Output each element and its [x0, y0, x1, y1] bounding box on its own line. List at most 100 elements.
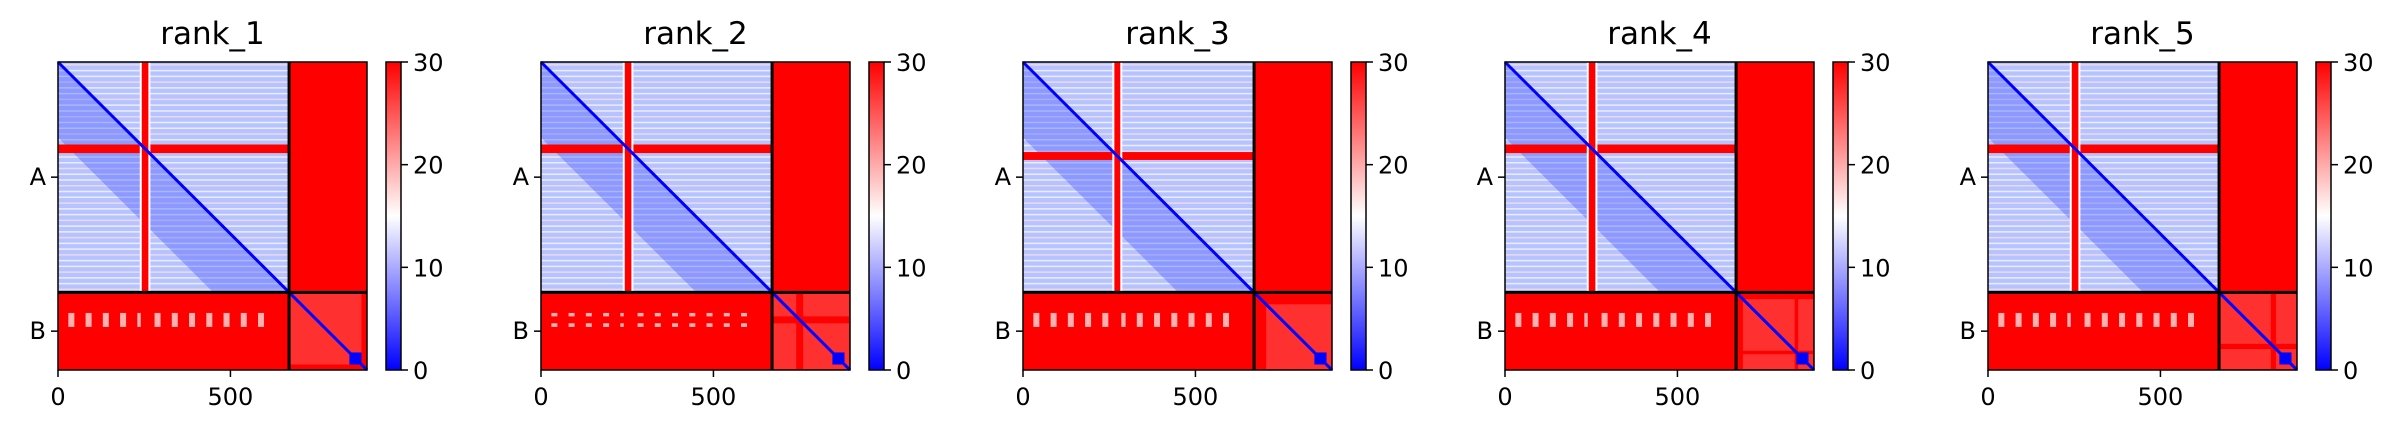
diagonal [1021, 60, 1334, 372]
colorbar-tick-label: 10 [1860, 254, 1891, 282]
block-A-B [772, 62, 850, 293]
colorbar-tick-label: 0 [413, 357, 428, 385]
gap-stripe-horizontal [58, 144, 367, 154]
x-tick-label: 0 [533, 383, 548, 411]
colorbar-tick-label: 10 [2343, 254, 2374, 282]
panel-rank_4: rank_4 0 500 A B 0 10 20 30 [1477, 16, 1891, 411]
block-A-B [1736, 62, 1814, 293]
diagonal-block [349, 352, 362, 365]
colorbar-tick-label: 0 [2343, 357, 2358, 385]
axes-frame [1504, 61, 1815, 371]
x-tick-label: 500 [2138, 383, 2184, 411]
streak [1119, 312, 1126, 327]
colorbar-tick-label: 30 [1860, 49, 1891, 77]
streak [1067, 312, 1074, 327]
colorbar-tick-label: 20 [2343, 152, 2374, 180]
streak [223, 312, 230, 327]
gap-stripe-horizontal [541, 144, 850, 154]
axes-frame [57, 61, 368, 371]
streak [2084, 312, 2091, 327]
streak [2188, 312, 2195, 327]
x-tick-label: 0 [1980, 383, 1995, 411]
colorbar-tick-label: 10 [896, 254, 927, 282]
panel-rank_2: rank_2 0 500 A B 0 10 20 30 [513, 16, 927, 411]
x-tick-label: 500 [1655, 383, 1701, 411]
gap-stripe-vertical [623, 62, 633, 370]
streak [1171, 312, 1178, 327]
streak [2032, 312, 2039, 327]
gap-stripe-vertical [1587, 62, 1597, 370]
panel-title: rank_3 [1125, 16, 1230, 52]
y-tick-label: B [1960, 317, 1976, 345]
axes-frame [540, 61, 851, 371]
y-tick-label: A [30, 163, 47, 191]
diagonal-block [1314, 352, 1327, 365]
block-A-B [289, 62, 367, 293]
y-tick-label: B [995, 317, 1011, 345]
streak [2015, 312, 2022, 327]
gap-stripe-horizontal [1505, 144, 1814, 154]
streak [85, 312, 92, 327]
block-B-A [58, 292, 290, 370]
y-tick-label: B [513, 317, 529, 345]
colorbar-tick-label: 0 [1860, 357, 1875, 385]
streak [137, 312, 144, 327]
streak [120, 312, 127, 327]
streak [206, 312, 213, 327]
streak [1601, 312, 1608, 327]
y-tick-label: A [1960, 163, 1977, 191]
diagonal [56, 60, 369, 372]
streak [68, 312, 75, 327]
colorbar-tick-label: 20 [1378, 152, 1409, 180]
panel-title: rank_4 [1607, 16, 1712, 52]
y-tick-label: A [1477, 163, 1494, 191]
diagonal [539, 60, 852, 372]
diagonal-block [2279, 352, 2292, 365]
panel-title: rank_1 [160, 16, 265, 52]
x-tick-label: 500 [208, 383, 254, 411]
streak [154, 312, 161, 327]
streak [1154, 312, 1161, 327]
streak [1102, 312, 1109, 327]
streak [2170, 312, 2177, 327]
colorbar-tick-label: 20 [413, 152, 444, 180]
block-B-A [1988, 292, 2220, 370]
block-B-A [1023, 292, 1255, 370]
colorbar [1350, 61, 1367, 371]
diagonal [1503, 60, 1816, 372]
streak [1618, 312, 1625, 327]
gap-stripe-horizontal [1988, 144, 2297, 154]
gap-stripe-vertical [1254, 62, 1267, 370]
streak [1567, 312, 1574, 327]
colorbar-tick-label: 0 [896, 357, 911, 385]
block-B-A [541, 292, 773, 370]
block-A-B [2219, 62, 2297, 293]
streak [1188, 312, 1195, 327]
colorbar [2315, 61, 2332, 371]
gap-stripe-horizontal [1023, 152, 1332, 160]
streak [2101, 312, 2108, 327]
streak [2050, 312, 2057, 327]
y-tick-label: B [1477, 317, 1493, 345]
streak [1515, 312, 1522, 327]
streak [1705, 312, 1712, 327]
gap-stripe-horizontal [541, 316, 850, 324]
x-tick-label: 0 [1015, 383, 1030, 411]
panel-rank_5: rank_5 0 500 A B 0 10 20 30 [1960, 16, 2374, 411]
streak [1050, 312, 1057, 327]
streak [1687, 312, 1694, 327]
colorbar-tick-label: 30 [896, 49, 927, 77]
axes-frame [1022, 61, 1333, 371]
streak [189, 312, 196, 327]
streak [1549, 312, 1556, 327]
gap-stripe-vertical [140, 62, 150, 370]
gap-stripe-vertical [2270, 62, 2276, 370]
gap-stripe-vertical [2070, 62, 2080, 370]
colorbar-tick-label: 20 [896, 152, 927, 180]
streak [2067, 312, 2074, 327]
gap-stripe-horizontal [58, 364, 367, 370]
streak [1033, 312, 1040, 327]
streak [1223, 312, 1230, 327]
streak [1998, 312, 2005, 327]
